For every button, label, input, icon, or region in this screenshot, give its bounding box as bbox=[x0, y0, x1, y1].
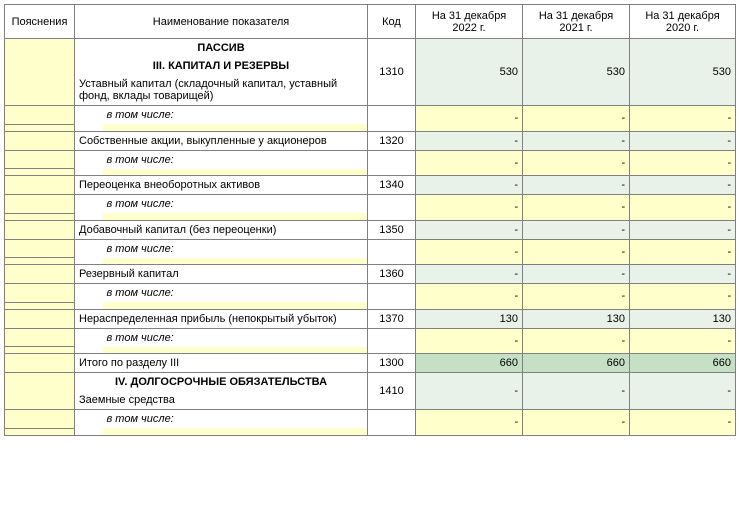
y2-1320: - bbox=[523, 131, 630, 150]
y3-1300: 660 bbox=[630, 354, 736, 373]
row-1310-name: Уставный капитал (складочный капитал, ус… bbox=[75, 75, 368, 106]
y2-1300: 660 bbox=[523, 354, 630, 373]
notes-cell[interactable] bbox=[5, 106, 75, 125]
hdr-code: Код bbox=[368, 5, 416, 39]
hdr-notes: Пояснения bbox=[5, 5, 75, 39]
code-1320: 1320 bbox=[368, 131, 416, 150]
y3-1310: 530 bbox=[630, 39, 736, 106]
y1-1300: 660 bbox=[416, 354, 523, 373]
header-row: Пояснения Наименование показателя Код На… bbox=[5, 5, 736, 39]
y1-1310: 530 bbox=[416, 39, 523, 106]
row-1300-name: Итого по разделу III bbox=[75, 354, 368, 373]
row-1410-name: Заемные средства bbox=[75, 391, 368, 410]
sub-y3: - bbox=[630, 106, 736, 132]
sub-name[interactable] bbox=[103, 124, 368, 131]
notes-cell[interactable] bbox=[5, 131, 75, 150]
y1-1320: - bbox=[416, 131, 523, 150]
sub-y2: - bbox=[523, 106, 630, 132]
row-1340-name: Переоценка внеоборотных активов bbox=[75, 176, 368, 195]
section-iii: III. КАПИТАЛ И РЕЗЕРВЫ bbox=[75, 57, 368, 75]
row-1360-name: Резервный капитал bbox=[75, 265, 368, 284]
section-passiv: ПАССИВ bbox=[75, 39, 368, 58]
hdr-y1: На 31 декабря 2022 г. bbox=[416, 5, 523, 39]
hdr-y2: На 31 декабря 2021 г. bbox=[523, 5, 630, 39]
code-1310: 1310 bbox=[368, 39, 416, 106]
notes-cell[interactable] bbox=[5, 150, 75, 169]
notes-cell[interactable] bbox=[5, 39, 75, 106]
y2-1310: 530 bbox=[523, 39, 630, 106]
row-1370-name: Нераспределенная прибыль (непокрытый убы… bbox=[75, 309, 368, 328]
sub-label: в том числе: bbox=[103, 150, 368, 169]
section-iv: IV. ДОЛГОСРОЧНЫЕ ОБЯЗАТЕЛЬСТВА bbox=[75, 373, 368, 392]
notes-cell[interactable] bbox=[5, 169, 75, 176]
sub-label: в том числе: bbox=[103, 106, 368, 125]
hdr-name: Наименование показателя bbox=[75, 5, 368, 39]
row-1320-name: Собственные акции, выкупленные у акционе… bbox=[75, 131, 368, 150]
y3-1320: - bbox=[630, 131, 736, 150]
row-1350-name: Добавочный капитал (без переоценки) bbox=[75, 220, 368, 239]
balance-table: Пояснения Наименование показателя Код На… bbox=[4, 4, 736, 436]
sub-y1: - bbox=[416, 106, 523, 132]
hdr-y3: На 31 декабря 2020 г. bbox=[630, 5, 736, 39]
notes-cell[interactable] bbox=[5, 124, 75, 131]
